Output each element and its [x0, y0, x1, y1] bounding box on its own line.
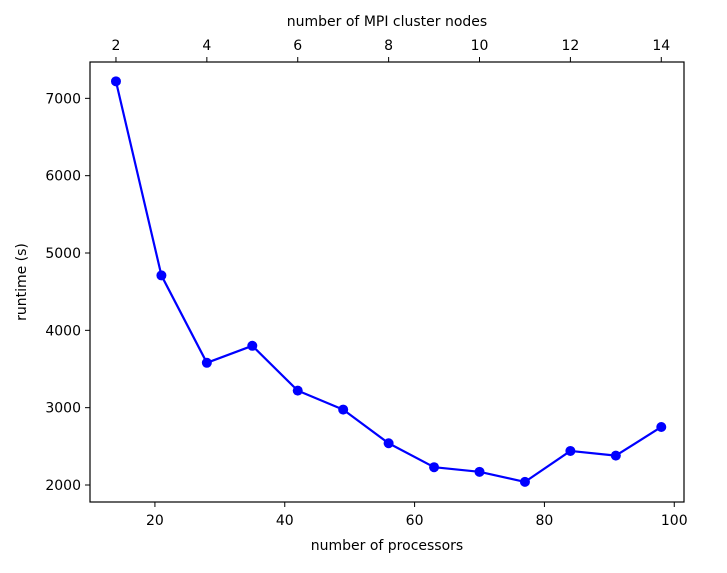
top-x-tick-label: 2 [112, 38, 121, 54]
x-tick-label: 60 [406, 513, 424, 529]
data-point [201, 357, 212, 368]
y-tick-label: 3000 [45, 401, 81, 417]
data-point [338, 404, 349, 415]
y-tick-label: 7000 [45, 91, 81, 107]
data-point [110, 76, 121, 87]
top-x-tick-label: 10 [471, 38, 489, 54]
series-layer [110, 76, 667, 487]
data-point [474, 466, 485, 477]
x-tick-label: 40 [276, 513, 294, 529]
x-axis-top: 2 4 6 8 10 12 14 [112, 38, 670, 62]
data-point [247, 340, 258, 351]
data-point [292, 385, 303, 396]
y-tick-label: 2000 [45, 478, 81, 494]
top-x-tick-label: 12 [561, 38, 579, 54]
data-point [656, 421, 667, 432]
top-x-tick-label: 4 [202, 38, 211, 54]
x-tick-label: 100 [661, 513, 688, 529]
top-x-axis-label: number of MPI cluster nodes [287, 14, 487, 30]
data-point [610, 450, 621, 461]
x-axis-bottom: 20 40 60 80 100 [146, 502, 688, 529]
x-tick-label: 80 [536, 513, 554, 529]
data-point [565, 445, 576, 456]
plot-area-frame [89, 61, 685, 503]
data-point [383, 438, 394, 449]
y-axis-label: runtime (s) [14, 243, 30, 321]
top-x-tick-label: 6 [293, 38, 302, 54]
top-x-tick-label: 8 [384, 38, 393, 54]
y-tick-label: 4000 [45, 323, 81, 339]
data-point [429, 462, 440, 473]
top-x-tick-label: 14 [652, 38, 670, 54]
x-tick-label: 20 [146, 513, 164, 529]
data-point [519, 476, 530, 487]
data-point [156, 270, 167, 281]
y-tick-label: 6000 [45, 169, 81, 185]
x-axis-label: number of processors [311, 538, 463, 554]
y-axis-left: 2000 3000 4000 5000 6000 7000 [45, 91, 90, 494]
y-tick-label: 5000 [45, 246, 81, 262]
